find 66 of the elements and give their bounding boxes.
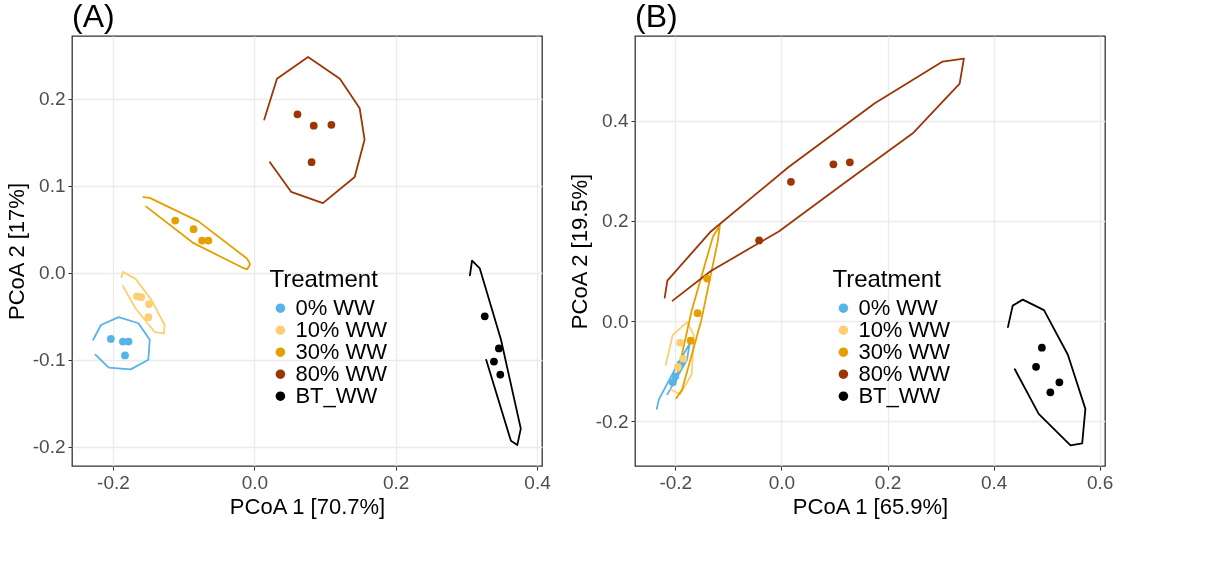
x-tick-label: -0.2 — [659, 471, 693, 493]
point — [496, 370, 505, 379]
y-tick-label: 0.2 — [602, 210, 629, 232]
point — [327, 120, 336, 129]
point — [171, 216, 180, 225]
x-tick-label: -0.2 — [97, 471, 130, 493]
line-series — [92, 316, 151, 371]
point — [107, 335, 115, 343]
x-tick-label: 0.6 — [1086, 471, 1114, 493]
x-tick-label: 0.2 — [382, 471, 410, 493]
y-tick-label: 0.4 — [602, 110, 629, 132]
point — [189, 225, 198, 234]
point — [1046, 388, 1055, 397]
y-tick-label: -0.1 — [32, 349, 66, 371]
x-tick-label: 0.4 — [980, 471, 1008, 493]
y-tick-label: 0.2 — [39, 88, 66, 110]
point — [1038, 343, 1046, 352]
line-series — [663, 57, 965, 302]
line-series — [469, 259, 522, 447]
y-tick-label: 0.0 — [602, 310, 629, 332]
point — [198, 236, 206, 245]
x-tick-label: 0.2 — [874, 471, 902, 493]
point — [137, 293, 146, 301]
point — [204, 236, 213, 245]
point — [1055, 378, 1064, 387]
line-series — [1007, 298, 1087, 447]
point — [124, 337, 133, 346]
y-tick-label: -0.2 — [32, 436, 66, 458]
point — [144, 313, 153, 322]
point — [703, 274, 712, 283]
x-axis-title: PCoA 1 [65.9%] — [792, 493, 949, 519]
y-tick-label: 0.0 — [39, 262, 66, 284]
y-tick-label: 0.1 — [39, 175, 66, 197]
point — [693, 309, 702, 318]
point — [845, 158, 854, 167]
point — [787, 177, 795, 186]
point — [679, 354, 688, 363]
chart-title: (B) — [635, 0, 678, 34]
point — [121, 351, 129, 360]
point — [309, 121, 318, 130]
y-axis-title: PCoA 2 [19.5%] — [566, 173, 592, 330]
point — [676, 338, 684, 347]
line-series — [263, 55, 366, 205]
x-tick-label: 0.0 — [241, 471, 269, 493]
point — [480, 312, 489, 321]
y-axis-title: PCoA 2 [17%] — [3, 183, 29, 320]
point — [307, 158, 316, 167]
line-series — [120, 270, 166, 335]
point — [686, 336, 695, 345]
point — [755, 236, 763, 245]
point — [1032, 362, 1040, 371]
x-tick-label: 0.4 — [524, 471, 552, 493]
line-series — [664, 321, 695, 396]
legend-title: Treatment — [269, 265, 379, 293]
y-tick-label: -0.2 — [595, 410, 629, 432]
point — [145, 300, 153, 308]
point — [490, 357, 498, 366]
x-tick-label: 0.0 — [768, 471, 796, 493]
point — [671, 372, 680, 381]
point — [829, 160, 838, 169]
point — [293, 110, 302, 119]
legend-title: Treatment — [832, 265, 942, 293]
chart-title: (A) — [72, 0, 115, 34]
x-axis-title: PCoA 1 [70.7%] — [229, 493, 386, 519]
point — [495, 344, 503, 353]
line-series — [142, 196, 252, 271]
